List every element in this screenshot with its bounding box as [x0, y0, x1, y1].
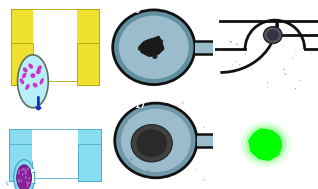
Circle shape	[25, 169, 26, 172]
FancyBboxPatch shape	[11, 43, 33, 85]
Circle shape	[245, 125, 286, 163]
Polygon shape	[248, 128, 282, 161]
Ellipse shape	[28, 64, 33, 69]
Circle shape	[27, 167, 29, 170]
Text: Day 0: Day 0	[116, 6, 140, 15]
Circle shape	[119, 15, 189, 79]
Ellipse shape	[40, 78, 44, 84]
Circle shape	[21, 179, 22, 182]
Circle shape	[260, 84, 261, 85]
Circle shape	[14, 160, 35, 189]
Text: Day 4: Day 4	[220, 6, 245, 15]
Circle shape	[249, 129, 282, 159]
Circle shape	[115, 103, 197, 178]
Ellipse shape	[36, 69, 41, 74]
Circle shape	[182, 102, 183, 104]
Circle shape	[23, 168, 25, 170]
FancyBboxPatch shape	[197, 134, 215, 147]
Circle shape	[21, 168, 23, 171]
Circle shape	[148, 177, 149, 178]
Ellipse shape	[33, 83, 38, 88]
Circle shape	[230, 41, 232, 43]
Circle shape	[131, 125, 172, 162]
FancyBboxPatch shape	[77, 43, 99, 85]
FancyBboxPatch shape	[9, 144, 32, 181]
Circle shape	[22, 173, 24, 176]
Circle shape	[17, 165, 31, 189]
Circle shape	[220, 49, 222, 50]
FancyBboxPatch shape	[11, 9, 99, 43]
Circle shape	[266, 29, 279, 41]
Circle shape	[245, 53, 246, 54]
Circle shape	[161, 40, 163, 42]
Circle shape	[18, 170, 20, 172]
Circle shape	[130, 159, 132, 160]
Circle shape	[292, 57, 293, 59]
Circle shape	[18, 180, 20, 183]
Circle shape	[235, 61, 237, 62]
Circle shape	[236, 44, 238, 45]
Circle shape	[239, 64, 240, 65]
Ellipse shape	[22, 73, 26, 78]
Text: Day 17: Day 17	[220, 101, 250, 110]
Circle shape	[26, 181, 28, 184]
Ellipse shape	[23, 67, 28, 72]
FancyBboxPatch shape	[33, 9, 77, 81]
Circle shape	[152, 54, 157, 59]
Circle shape	[299, 80, 301, 81]
Circle shape	[128, 167, 129, 168]
Circle shape	[29, 177, 30, 180]
FancyBboxPatch shape	[78, 144, 101, 181]
Circle shape	[24, 171, 26, 174]
Ellipse shape	[20, 78, 24, 84]
Circle shape	[136, 129, 167, 157]
Circle shape	[147, 170, 149, 171]
Circle shape	[25, 172, 26, 175]
FancyBboxPatch shape	[9, 129, 101, 161]
Circle shape	[18, 172, 19, 174]
Polygon shape	[138, 36, 164, 57]
Circle shape	[196, 168, 197, 169]
Circle shape	[241, 122, 290, 167]
Circle shape	[284, 73, 286, 75]
Circle shape	[311, 52, 312, 53]
Ellipse shape	[31, 73, 35, 78]
Circle shape	[203, 179, 205, 180]
Circle shape	[197, 142, 198, 143]
Circle shape	[295, 88, 296, 89]
Circle shape	[138, 48, 141, 51]
Circle shape	[283, 45, 284, 46]
Circle shape	[17, 55, 48, 108]
Circle shape	[264, 27, 282, 43]
Circle shape	[204, 151, 205, 152]
Text: Day 17: Day 17	[116, 101, 145, 110]
Circle shape	[203, 127, 204, 128]
Circle shape	[267, 82, 268, 83]
Circle shape	[259, 59, 261, 60]
Circle shape	[18, 179, 19, 182]
Ellipse shape	[37, 65, 42, 71]
Circle shape	[146, 53, 149, 56]
Ellipse shape	[25, 84, 30, 90]
Circle shape	[121, 109, 191, 172]
FancyBboxPatch shape	[195, 41, 215, 54]
Circle shape	[27, 184, 28, 187]
FancyBboxPatch shape	[32, 129, 78, 178]
Circle shape	[25, 176, 27, 179]
Circle shape	[283, 69, 285, 70]
Circle shape	[28, 182, 30, 184]
Circle shape	[113, 10, 195, 85]
